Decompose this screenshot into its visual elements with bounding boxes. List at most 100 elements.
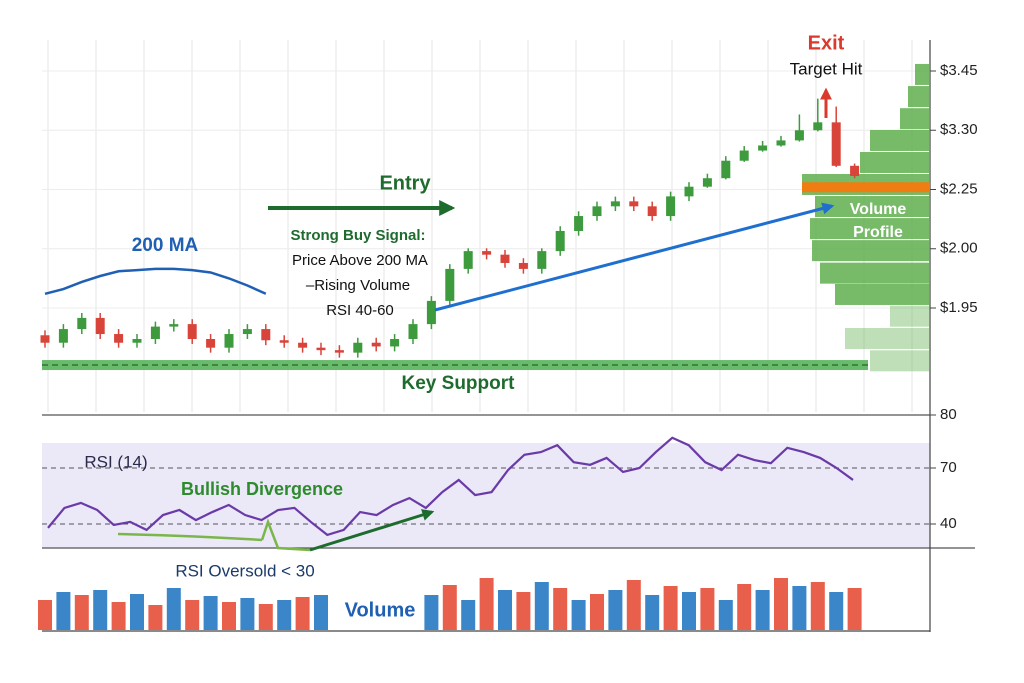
profile-bar [845, 328, 930, 349]
volume-bar [700, 588, 715, 630]
volume-bar [461, 600, 476, 630]
y-tick-label: 70 [940, 459, 957, 476]
candle-body [224, 334, 234, 348]
volume-bar [222, 602, 236, 630]
volume-label: Volume [345, 599, 416, 621]
volume-bar [829, 592, 844, 630]
candle-body [114, 334, 124, 343]
volume-bar [847, 588, 862, 630]
rsi-line [47, 436, 854, 537]
volume-bar [479, 578, 494, 630]
profile-label: Profile [853, 224, 903, 241]
candle-body [242, 329, 252, 335]
profile-bar [810, 218, 930, 240]
exit-level [802, 182, 930, 193]
profile-bar [820, 262, 930, 284]
volume-bar [516, 592, 531, 630]
candle-body [518, 262, 528, 269]
candle-body [574, 216, 584, 231]
candle-body [702, 178, 712, 187]
candle-body [40, 335, 50, 343]
candle-body [58, 329, 68, 343]
candle-body [850, 165, 860, 176]
volume-bar [718, 600, 733, 630]
candle-body [629, 201, 639, 207]
candle-body [463, 251, 473, 269]
entry-note: –Rising Volume [306, 277, 410, 294]
volume-bar [534, 582, 549, 630]
volume-bar [553, 588, 568, 630]
profile-bar [890, 305, 930, 327]
y-tick-label: $2.25 [940, 180, 978, 197]
candle-body [482, 251, 492, 255]
volume-bar [203, 596, 218, 630]
candle-body [739, 150, 749, 161]
volume-bar [774, 578, 788, 630]
volume-bar [608, 590, 623, 630]
volume-bar [74, 595, 89, 630]
candle-body [408, 324, 418, 339]
volume-bar [56, 592, 71, 630]
candle-body [353, 342, 363, 353]
grid [42, 40, 930, 412]
entry-note: RSI 40-60 [326, 302, 394, 319]
y-tick-label: 40 [940, 515, 957, 532]
divergence-arrow [309, 509, 435, 552]
volume-bar [498, 590, 512, 630]
volume-bar [737, 584, 752, 630]
volume-bar [682, 592, 696, 630]
volume-bar [148, 605, 163, 630]
candle-body [555, 230, 565, 252]
candle-body [831, 122, 841, 166]
volume-bar [571, 600, 586, 630]
exit-note: Target Hit [790, 59, 863, 78]
volume-bar [240, 598, 255, 630]
volume-bar [185, 600, 200, 630]
divergence-line [117, 518, 311, 552]
candle-body [132, 339, 142, 343]
ma-line [44, 267, 267, 295]
candle-body [95, 317, 105, 335]
plot: $1.95 $2.00 $2.25 $3.30 $3.45 40 70 80 [38, 62, 978, 630]
candle-body [77, 317, 87, 330]
candle-body [666, 196, 676, 217]
profile-bar [835, 283, 930, 305]
volume-bar [314, 595, 328, 630]
profile-bar [870, 350, 930, 372]
candle-body [758, 145, 768, 151]
candle-body [261, 329, 271, 341]
rsi-band [42, 443, 930, 548]
candle-body [684, 186, 694, 197]
volume-bar [166, 588, 181, 630]
profile-bar [915, 63, 930, 85]
entry-label: Entry [379, 172, 431, 194]
volume-bar [645, 595, 660, 630]
profile-bar [870, 129, 930, 151]
entry-note: Price Above 200 MA [292, 252, 428, 269]
exit-label: Exit [808, 32, 845, 54]
candle-body [316, 347, 326, 351]
candle-body [445, 268, 455, 301]
rsi-label: RSI (14) [84, 452, 147, 471]
volume-bar [590, 594, 604, 630]
volume-bar [424, 595, 439, 630]
profile-label: Volume [850, 201, 907, 218]
y-tick-label: $3.45 [940, 62, 978, 79]
profile-bar [908, 86, 930, 108]
candle-body [298, 342, 308, 348]
volume-bar [792, 586, 807, 630]
y-tick-label: $3.30 [940, 121, 978, 138]
annotation: Bullish Divergence [181, 479, 343, 499]
candle-body [334, 350, 344, 353]
volume-bar [258, 604, 273, 630]
candle-body [390, 339, 400, 347]
candle-body [187, 324, 197, 339]
candle-body [150, 326, 160, 339]
candle-body [169, 324, 179, 327]
ma-label: 200 MA [132, 235, 199, 256]
entry-note: Strong Buy Signal: [291, 227, 426, 244]
volume-bar [93, 590, 108, 630]
annotation: RSI Oversold < 30 [175, 561, 314, 580]
